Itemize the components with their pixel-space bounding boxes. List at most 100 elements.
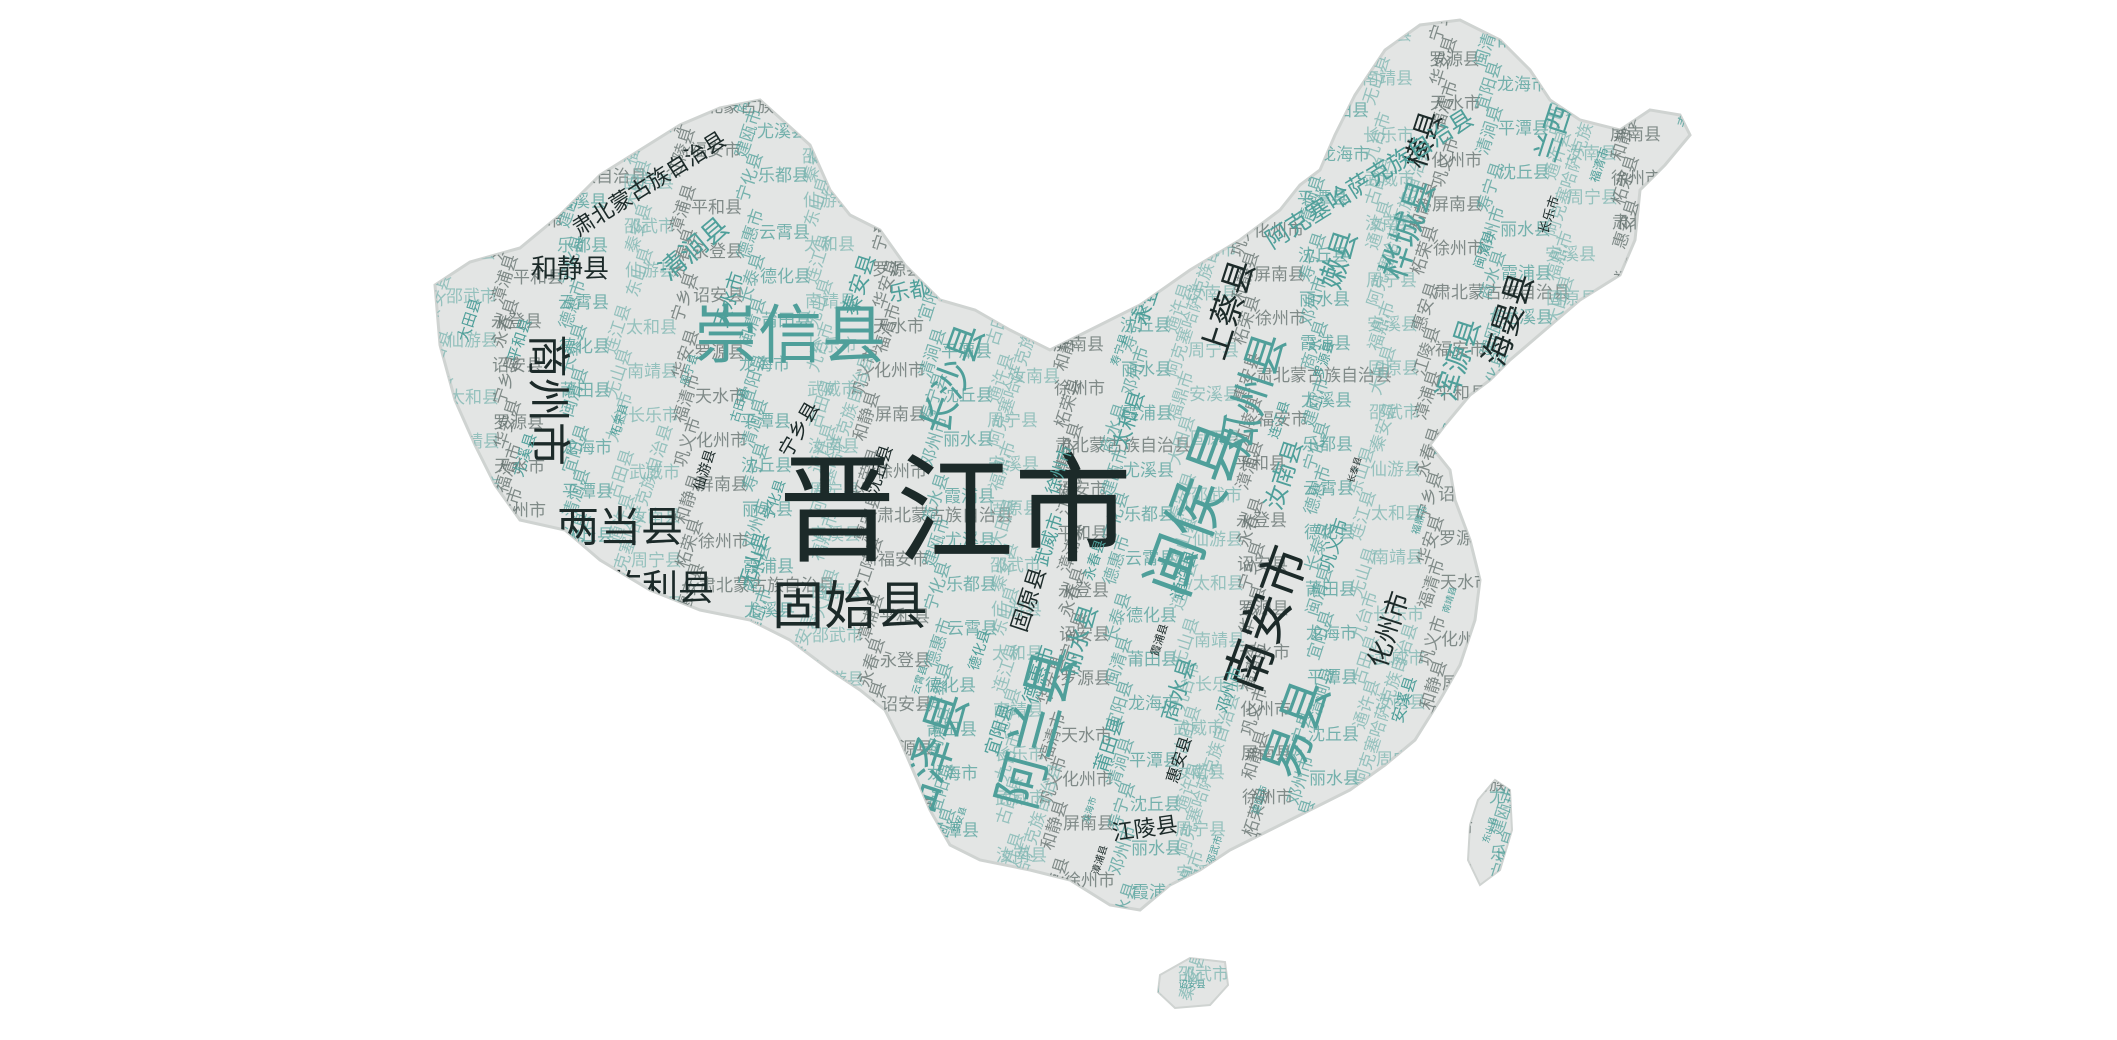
small-word: 天水市 [873,317,924,337]
small-word: 清涧县 [1661,512,1696,567]
small-word: 永春县 [1046,86,1081,141]
small-word: 无山县 [424,416,459,471]
small-word: 德惠市 [1288,942,1323,997]
small-word: 巩义市 [1594,544,1629,599]
small-word: 乐都县 [946,575,997,595]
small-word: 华安县 [1048,174,1083,229]
small-word: 江陵县 [1242,873,1277,928]
small-word: 东山县 [1533,853,1568,908]
small-word: 漳浦县 [676,661,711,716]
small-word: 寿宁县 [1662,569,1697,624]
small-word: 商水县 [540,611,575,666]
small-word: 长泰县 [1490,929,1525,984]
small-word: 汝南县 [996,846,1047,866]
small-word: 东山县 [1180,35,1215,90]
small-word: 丽水县 [1487,699,1538,719]
small-word: 江陵县 [675,617,710,672]
small-word: 龙海市 [1497,75,1548,95]
small-word: 沈丘县 [1486,655,1537,675]
small-word: 通许县 [618,12,653,67]
small-word: 通许县 [1551,607,1586,662]
small-word: 秦安县 [1532,809,1567,864]
word-1: 晋江市 [778,442,1132,580]
small-word: 建瓯市 [541,655,576,710]
word-9: 两当县 [557,503,683,552]
small-word: 邓州市 [1485,683,1520,738]
small-word: 平和县 [1624,793,1675,813]
small-word: 周宁县 [1175,820,1226,840]
small-word: 永春县 [868,156,903,211]
small-word: 霞浦县 [931,966,982,986]
hainan-island-shape [1156,956,1230,1010]
small-word: 漳浦县 [1243,917,1278,972]
small-word: 周宁县 [1188,341,1239,361]
small-word: 沈丘县 [1687,572,1738,592]
small-word: 乐都县 [1111,984,1162,1004]
small-word: 屏南县 [509,79,560,99]
word-2: 崇信县 [694,300,886,374]
small-word: 宜阳县 [747,831,782,886]
small-word: 无山县 [434,895,469,950]
small-word: 屏南县 [496,558,547,578]
small-word: 天水市 [1628,982,1679,1002]
small-word: 无山县 [1159,136,1194,191]
small-word: 无山县 [612,825,647,880]
small-word: 阿克塞哈萨克族自治县 [797,0,869,41]
small-word: 和静县 [682,951,717,1006]
small-word: 邵武市 [1557,812,1608,832]
small-word: 连江县 [433,851,468,906]
small-word: 惠安县 [1419,759,1454,814]
small-word: 肃北蒙古族自治县 [864,985,1000,1005]
small-word: 云霄县 [1682,339,1733,359]
small-word: 九台市 [425,473,460,528]
small-word: 乐都县 [1302,435,1353,455]
small-word: 柘荣县 [1596,632,1631,687]
small-word: 周宁县 [997,890,1048,910]
small-word: 江陵县 [1041,943,1076,998]
small-word: 德化县 [925,676,976,696]
small-word: 九台市 [1549,519,1584,574]
small-word: 无山县 [981,206,1016,261]
small-word: 周宁县 [631,551,682,571]
small-word: 德化县 [559,337,610,357]
small-word: 丽水县 [1678,150,1729,170]
small-word: 永登县 [679,721,730,741]
small-word: 罗源县 [694,343,745,363]
small-word: 南靖县 [1362,69,1413,89]
small-word: 平潭县 [1686,528,1737,548]
small-word: 江陵县 [497,687,532,742]
small-word: 莆田县 [1318,101,1369,121]
small-word: 大田县 [1353,822,1388,877]
small-word: 尤溪县 [757,122,808,142]
small-word: 漳浦县 [1599,777,1634,832]
small-word: 天水市 [1440,573,1491,593]
small-word: 福安市 [690,141,741,161]
small-word: 巩义市 [681,894,716,949]
small-word: 丽水县 [554,91,605,111]
small-word: 阿克塞哈萨克族自治县 [794,831,866,999]
small-word: 肃北蒙古族自治县 [498,646,634,666]
small-word: 和静县 [494,542,529,597]
small-word: 南靖县 [1006,222,1057,242]
word-25: 和静县 [531,255,609,285]
small-word: 通许县 [417,82,452,137]
small-word: 闽清县 [1481,494,1516,549]
taiwan-island-shape [1466,778,1514,887]
small-word: 徐州市 [698,532,749,552]
small-word: 丽水县 [742,500,793,520]
small-word: 尤溪县 [1502,308,1553,328]
small-word: 龙海市 [1484,554,1535,574]
small-word: 屏南县 [885,884,936,904]
small-word: 长乐市 [806,336,857,356]
small-word: 清涧县 [725,875,760,930]
small-word: 九台市 [1160,180,1195,235]
small-word: 安溪县 [988,455,1039,475]
small-word: 安溪县 [810,525,861,545]
small-word: 长泰县 [1668,846,1703,901]
small-word: 化州市 [683,910,734,930]
small-word: 龙海市 [1319,145,1370,165]
small-word: 太和县 [1193,574,1244,594]
small-word: 尤溪县 [744,601,795,621]
small-word: 沈丘县 [553,47,604,67]
